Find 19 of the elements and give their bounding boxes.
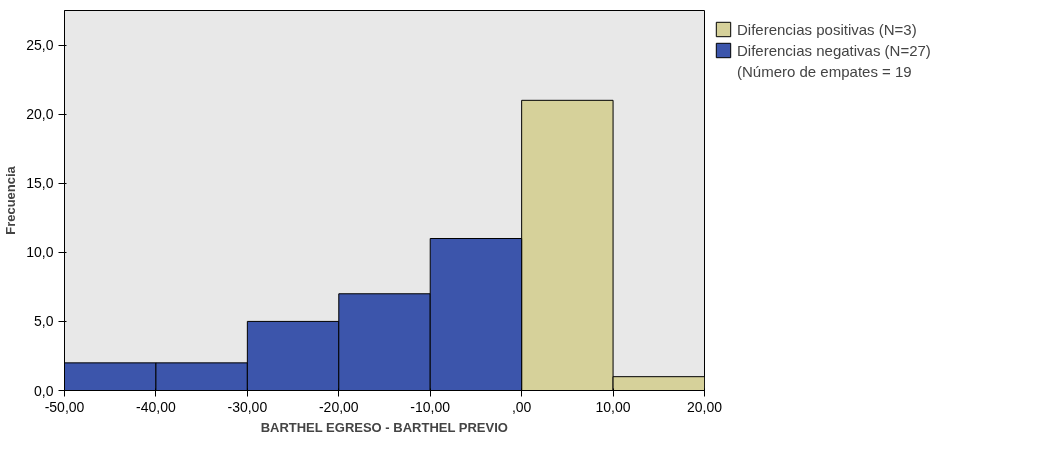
x-tick-label: -50,00: [44, 398, 85, 415]
y-tick-label: 10,0: [26, 244, 54, 261]
text: (Número de empates = 19: [737, 62, 912, 80]
x-tick-label: -40,00: [136, 398, 176, 415]
x-tick-label: 20,00: [686, 398, 723, 415]
y-tick-label: 20,0: [26, 106, 54, 123]
y-axis-title: Frecuencia: [3, 165, 19, 235]
x-tick-label: ,00: [511, 398, 532, 415]
legend-label: Diferencias negativas (N=27): [737, 41, 931, 59]
x-tick-label: 10,00: [595, 398, 631, 415]
legend-label: Diferencias positivas (N=3): [737, 20, 917, 38]
x-tick-label: -30,00: [227, 398, 268, 415]
x-axis-title: BARTHEL EGRESO - BARTHEL PREVIO: [260, 419, 508, 435]
x-tick-label: -10,00: [410, 398, 451, 415]
y-tick-label: 0,0: [34, 382, 54, 399]
y-tick-label: 25,0: [26, 37, 54, 54]
y-tick-label: 5,0: [34, 313, 54, 330]
x-tick-label: -20,00: [318, 398, 359, 415]
y-tick-label: 15,0: [26, 175, 54, 192]
